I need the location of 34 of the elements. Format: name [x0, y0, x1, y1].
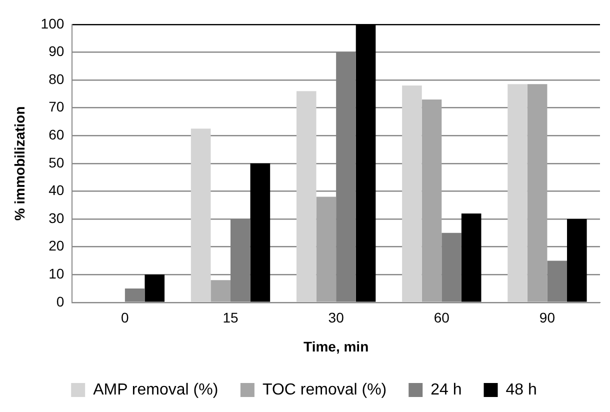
y-tick-label: 10	[48, 265, 64, 282]
x-tick-label: 60	[434, 310, 450, 326]
bar	[316, 196, 336, 302]
legend-label: 24 h	[430, 381, 462, 398]
bar	[190, 128, 211, 302]
x-tick-label: 90	[539, 310, 556, 326]
bar	[508, 84, 528, 302]
y-tick-label: 100	[40, 15, 64, 32]
y-tick-label: 50	[48, 154, 64, 170]
legend-label: AMP removal (%)	[93, 381, 218, 398]
bar	[210, 280, 231, 302]
bar	[250, 163, 270, 302]
x-tick-label: 30	[328, 310, 344, 326]
legend-label: 48 h	[506, 381, 537, 398]
bar	[296, 91, 316, 302]
y-tick-label: 40	[48, 182, 64, 198]
y-tick-label: 70	[48, 98, 64, 115]
y-tick-label: 0	[56, 293, 64, 310]
bar	[567, 219, 587, 302]
bar	[144, 274, 165, 302]
y-axis-title: % immobilization	[11, 106, 28, 221]
y-tick-label: 80	[48, 70, 64, 87]
x-tick-label: 15	[222, 310, 239, 326]
y-tick-label: 90	[48, 43, 64, 60]
y-tick-label: 30	[48, 210, 64, 226]
bar	[422, 99, 442, 302]
y-tick-label: 60	[48, 126, 64, 142]
bar	[461, 213, 482, 302]
legend-label: TOC removal (%)	[262, 381, 387, 398]
bar	[527, 84, 548, 302]
bar	[402, 86, 422, 302]
x-axis-title: Time, min	[304, 338, 369, 354]
y-tick-label: 20	[48, 238, 64, 254]
x-tick-label: 0	[121, 310, 130, 326]
